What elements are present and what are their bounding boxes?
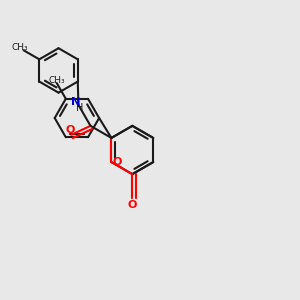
Text: O: O bbox=[128, 200, 137, 210]
Text: CH₃: CH₃ bbox=[48, 76, 65, 85]
Text: O: O bbox=[112, 157, 122, 167]
Text: CH₃: CH₃ bbox=[12, 44, 28, 52]
Text: N: N bbox=[71, 97, 81, 107]
Text: H: H bbox=[76, 103, 84, 113]
Text: O: O bbox=[65, 124, 74, 134]
